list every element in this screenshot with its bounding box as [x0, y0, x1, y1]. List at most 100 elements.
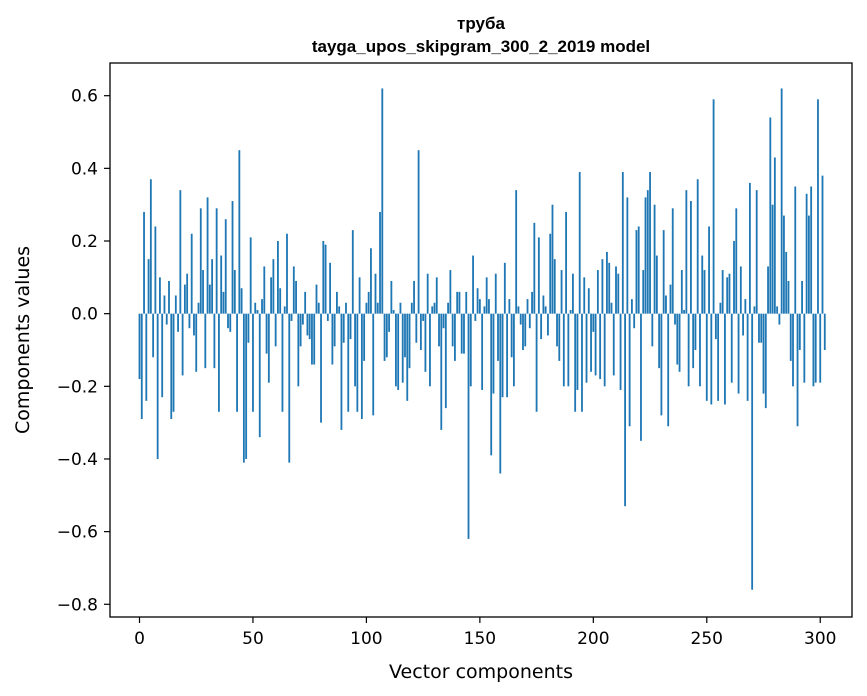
bar — [792, 313, 794, 387]
bar — [658, 313, 661, 369]
bar — [472, 255, 474, 314]
x-tick-label: 200 — [577, 629, 609, 649]
bar — [140, 313, 143, 420]
bar — [628, 313, 631, 427]
bar — [351, 230, 354, 314]
bar — [551, 204, 554, 314]
bar — [256, 310, 259, 314]
bar — [719, 302, 722, 314]
bar — [497, 313, 499, 361]
bar — [819, 313, 822, 383]
bar — [349, 313, 352, 340]
bar — [608, 262, 611, 314]
bar — [233, 270, 236, 314]
bar — [342, 313, 345, 343]
bar — [814, 313, 817, 383]
bar — [172, 313, 175, 412]
bar — [324, 244, 327, 314]
bar — [662, 230, 665, 314]
bar — [156, 313, 159, 459]
bar — [447, 302, 450, 314]
bar — [249, 237, 252, 314]
bar — [358, 277, 361, 314]
bar — [390, 280, 393, 314]
bar — [161, 313, 164, 398]
bar — [665, 295, 667, 314]
bar — [612, 313, 615, 376]
x-tick-label: 250 — [691, 629, 723, 649]
bar — [417, 150, 420, 314]
bar — [692, 313, 695, 369]
x-axis: 0 50 100 150 200 250 300 — [134, 617, 836, 649]
bar — [712, 99, 715, 314]
bar — [401, 313, 404, 383]
bar — [370, 248, 372, 314]
bar — [547, 313, 549, 336]
bar — [789, 313, 792, 361]
bar — [685, 190, 688, 314]
bar — [544, 306, 547, 314]
bar — [515, 190, 518, 314]
bar — [329, 262, 332, 314]
y-axis: −0.8 −0.6 −0.4 −0.2 0.0 0.2 0.4 0.6 — [57, 87, 110, 615]
bar — [143, 211, 145, 314]
bar — [512, 313, 515, 387]
bar — [578, 171, 581, 314]
bar — [238, 150, 241, 314]
bar — [714, 313, 717, 340]
bar — [526, 299, 529, 314]
bar — [524, 313, 527, 347]
bar — [317, 302, 320, 314]
bar — [571, 273, 574, 314]
bar — [333, 313, 336, 347]
bar — [560, 270, 563, 314]
bar — [528, 313, 531, 329]
bar — [508, 299, 511, 314]
bar — [635, 230, 638, 314]
bar — [220, 255, 223, 314]
bar — [265, 313, 268, 354]
bar — [592, 313, 595, 332]
bar — [522, 313, 524, 350]
bar — [297, 313, 300, 387]
bar — [569, 310, 572, 314]
bar — [728, 273, 731, 314]
y-tick-label: −0.4 — [57, 450, 98, 470]
bar — [193, 313, 195, 336]
bar — [483, 306, 486, 314]
bar — [290, 313, 293, 321]
bar — [755, 190, 758, 314]
bar — [424, 313, 427, 372]
bar — [542, 295, 545, 314]
bar — [633, 313, 636, 329]
chart-subtitle: tayga_upos_skipgram_300_2_2019 model — [312, 37, 650, 56]
bar — [773, 157, 776, 314]
bar — [272, 259, 275, 314]
bar — [202, 270, 204, 314]
bar — [442, 313, 445, 329]
bar — [651, 313, 654, 347]
y-tick-label: 0.2 — [71, 232, 98, 252]
bar — [454, 313, 456, 361]
bar — [558, 313, 561, 361]
bar — [653, 204, 656, 314]
x-tick-label: 0 — [134, 629, 145, 649]
bar — [340, 313, 343, 430]
bar — [717, 313, 720, 401]
bar — [199, 208, 202, 314]
bar — [263, 266, 266, 314]
bar — [587, 288, 590, 314]
bar — [347, 313, 350, 412]
bar — [683, 310, 685, 314]
y-tick-label: 0.4 — [71, 159, 98, 179]
bar — [624, 313, 626, 507]
bar — [301, 313, 304, 325]
bar — [320, 313, 322, 423]
bar — [549, 233, 552, 314]
bar — [356, 313, 359, 412]
bar — [385, 313, 388, 358]
y-tick-label: 0.6 — [71, 87, 98, 107]
bar — [299, 313, 302, 347]
bar — [308, 313, 311, 340]
bar — [642, 270, 645, 314]
